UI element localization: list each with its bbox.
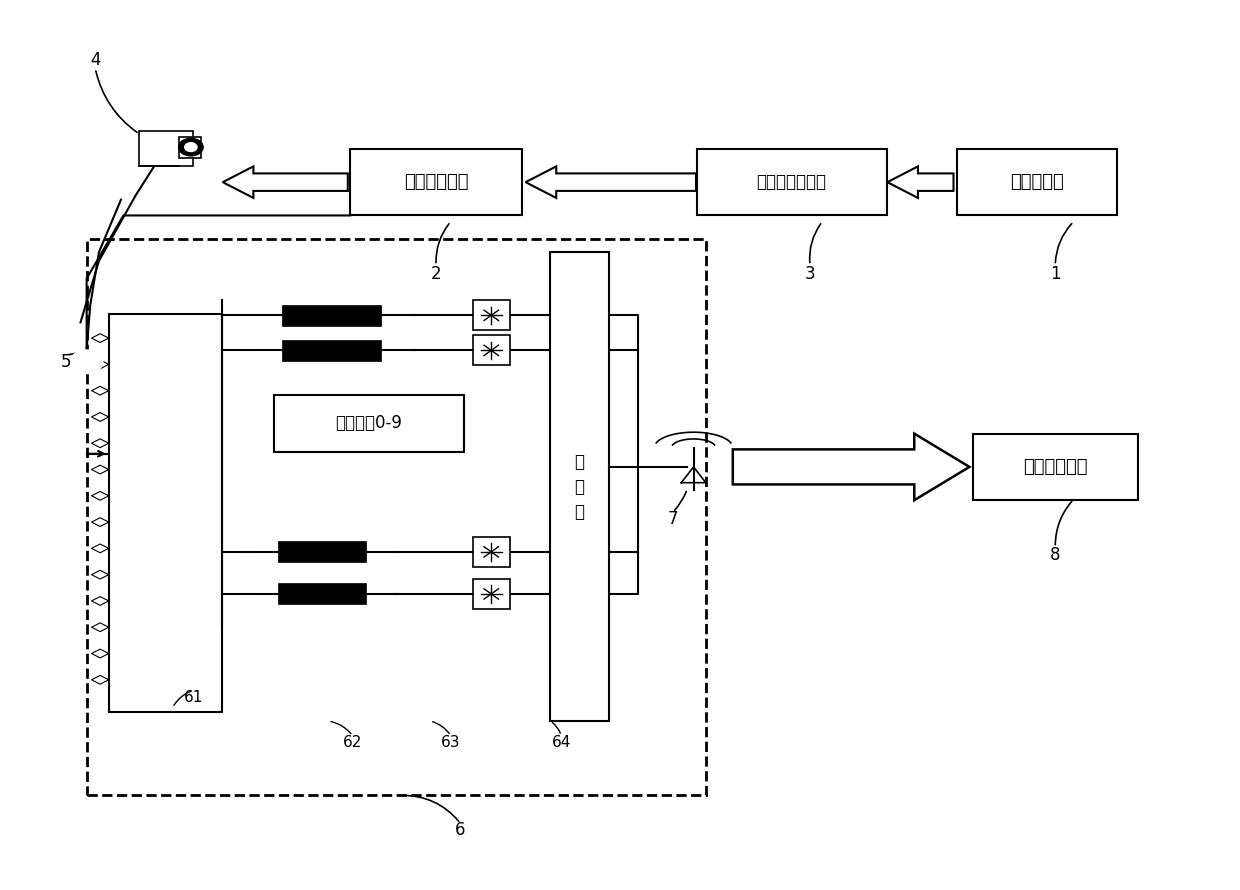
Text: 波长转换装置: 波长转换装置 — [404, 174, 469, 191]
FancyBboxPatch shape — [274, 394, 464, 451]
FancyBboxPatch shape — [472, 336, 510, 365]
Text: 5: 5 — [61, 352, 71, 371]
FancyBboxPatch shape — [179, 136, 201, 158]
Circle shape — [179, 138, 203, 156]
Polygon shape — [223, 166, 347, 198]
Text: 远程控制设备: 远程控制设备 — [1023, 457, 1087, 476]
Text: 63: 63 — [441, 735, 460, 750]
Text: 6: 6 — [455, 821, 466, 839]
Text: 单
片
机: 单 片 机 — [574, 453, 584, 521]
FancyBboxPatch shape — [551, 252, 609, 721]
Text: 8: 8 — [1050, 546, 1060, 563]
Circle shape — [185, 142, 197, 151]
FancyBboxPatch shape — [278, 584, 366, 604]
FancyBboxPatch shape — [472, 537, 510, 567]
Text: 燃气表读数转盘: 燃气表读数转盘 — [756, 174, 827, 191]
Polygon shape — [733, 433, 970, 500]
Polygon shape — [526, 166, 696, 198]
FancyBboxPatch shape — [139, 132, 193, 166]
FancyBboxPatch shape — [472, 579, 510, 609]
Text: 4: 4 — [91, 51, 100, 69]
FancyBboxPatch shape — [972, 434, 1138, 500]
FancyBboxPatch shape — [350, 150, 522, 215]
Text: 3: 3 — [805, 265, 816, 283]
Circle shape — [71, 351, 103, 373]
Text: 传输数字0-9: 传输数字0-9 — [335, 414, 402, 433]
FancyBboxPatch shape — [472, 301, 510, 330]
FancyBboxPatch shape — [278, 541, 366, 562]
Text: 7: 7 — [667, 511, 678, 529]
FancyBboxPatch shape — [957, 150, 1116, 215]
Polygon shape — [888, 166, 954, 198]
FancyBboxPatch shape — [109, 313, 222, 712]
Text: 62: 62 — [343, 735, 362, 750]
Text: 光发射装置: 光发射装置 — [1011, 174, 1064, 191]
Text: 1: 1 — [1050, 265, 1060, 283]
FancyBboxPatch shape — [697, 150, 887, 215]
Text: 2: 2 — [430, 265, 441, 283]
Text: 64: 64 — [552, 735, 570, 750]
FancyBboxPatch shape — [281, 304, 381, 326]
Text: 61: 61 — [184, 690, 203, 705]
FancyBboxPatch shape — [281, 340, 381, 360]
